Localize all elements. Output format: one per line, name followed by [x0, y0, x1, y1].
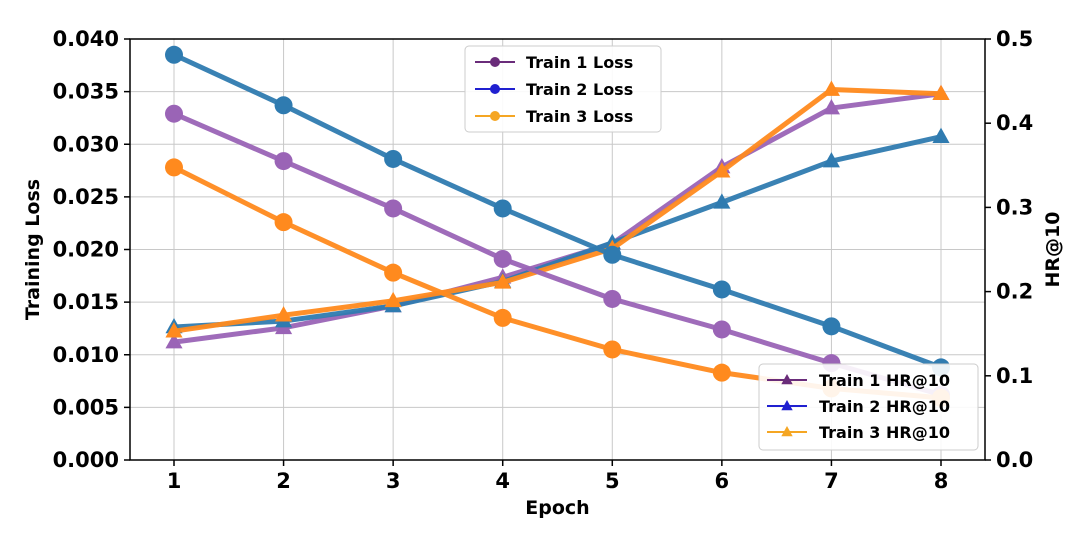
- legend-hr-marker: [781, 400, 793, 411]
- loss-point: [274, 213, 293, 232]
- loss-point: [384, 199, 403, 218]
- legend-hr-marker: [781, 426, 793, 437]
- y-tick-label: 0.010: [53, 343, 119, 367]
- loss-point: [493, 249, 512, 268]
- hr-point: [713, 193, 731, 209]
- x-tick-label: 2: [276, 469, 291, 493]
- x-axis-title: Epoch: [525, 497, 589, 519]
- loss-point: [712, 363, 731, 382]
- loss-point: [712, 320, 731, 339]
- legend-hr-label: Train 2 HR@10: [819, 397, 950, 416]
- y2-tick-label: 0.0: [996, 448, 1033, 472]
- legend-loss-label: Train 1 Loss: [526, 53, 633, 72]
- y2-tick-label: 0.3: [996, 195, 1033, 219]
- loss-point: [165, 158, 183, 177]
- loss-point: [384, 149, 403, 168]
- hr-series-line: [173, 87, 942, 334]
- loss-point: [165, 104, 183, 123]
- legend-hr-marker: [781, 374, 793, 385]
- legend-loss-marker: [490, 111, 500, 121]
- hr-point: [494, 273, 512, 289]
- y-tick-label: 0.000: [53, 448, 119, 472]
- legend-loss: Train 1 Loss Train 2 Loss Train 3 Loss: [464, 45, 662, 133]
- loss-point: [712, 280, 731, 299]
- y2-tick-label: 0.4: [996, 111, 1033, 135]
- loss-point: [384, 263, 403, 282]
- loss-series-line: [172, 52, 942, 370]
- loss-point: [822, 317, 841, 336]
- x-tick-label: 7: [824, 469, 839, 493]
- y-tick-label: 0.020: [53, 238, 119, 262]
- loss-series-line: [173, 111, 942, 398]
- legend-loss-box: [464, 45, 662, 133]
- x-tick-label: 4: [495, 469, 510, 493]
- hr-point: [384, 291, 402, 308]
- hr-point: [932, 127, 950, 143]
- hr-point: [932, 84, 950, 101]
- legend-loss-marker: [490, 57, 500, 67]
- legend-hr: Train 1 HR@10 Train 2 HR@10 Train 3 HR@10: [758, 363, 979, 451]
- hr-point: [822, 99, 840, 115]
- hr-point: [713, 162, 731, 178]
- loss-point: [603, 289, 622, 308]
- y-axis-left-title: Training Loss: [22, 179, 44, 320]
- y-tick-label: 0.035: [53, 80, 119, 104]
- x-tick-label: 8: [934, 469, 949, 493]
- legend-loss-label: Train 2 Loss: [526, 80, 633, 99]
- y-tick-label: 0.030: [53, 132, 119, 156]
- loss-point: [603, 340, 622, 359]
- hr-point: [822, 80, 840, 96]
- y2-tick-label: 0.2: [996, 280, 1033, 304]
- y2-tick-label: 0.1: [996, 364, 1033, 388]
- y-tick-label: 0.040: [53, 27, 119, 51]
- loss-point: [274, 152, 293, 171]
- y-tick-label: 0.025: [53, 185, 119, 209]
- loss-point: [493, 199, 512, 218]
- y-tick-label: 0.005: [53, 395, 119, 419]
- x-tick-label: 3: [386, 469, 401, 493]
- legend-hr-box: [758, 363, 979, 451]
- plot-series: [165, 45, 950, 407]
- legend-loss-marker: [490, 84, 500, 94]
- x-tick-label: 1: [167, 469, 182, 493]
- loss-series-1: [165, 104, 950, 404]
- loss-point: [165, 45, 183, 64]
- loss-point: [274, 96, 293, 115]
- legend-loss-label: Train 3 Loss: [526, 107, 633, 126]
- legend-hr-label: Train 1 HR@10: [819, 371, 950, 390]
- hr-point: [165, 322, 183, 338]
- y2-tick-label: 0.5: [996, 27, 1033, 51]
- y-tick-label: 0.015: [53, 290, 119, 314]
- x-tick-label: 6: [715, 469, 730, 493]
- y-axis-right-title: HR@10: [1042, 212, 1064, 288]
- x-tick-label: 5: [605, 469, 620, 493]
- hr-point: [822, 152, 840, 168]
- axes: 1 2 3 4 5 6 7 8 0.000 0.005 0.010 0.015 0.020 0.025 0.…: [53, 27, 1034, 493]
- loss-point: [493, 308, 512, 327]
- hr-point: [275, 306, 293, 322]
- hr-point: [165, 333, 183, 349]
- hr-series-line: [173, 134, 942, 330]
- loss-point: [603, 245, 622, 264]
- legend-hr-label: Train 3 HR@10: [819, 423, 950, 442]
